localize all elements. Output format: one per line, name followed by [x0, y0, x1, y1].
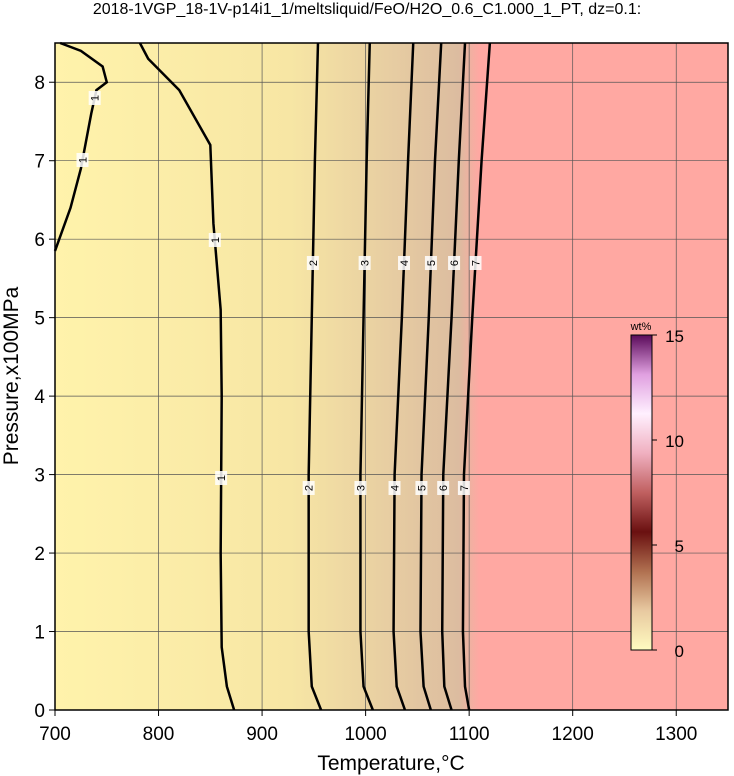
x-tick-label: 1100: [449, 724, 490, 745]
contour-label: 2: [304, 485, 316, 491]
y-tick-label: 6: [34, 230, 45, 251]
colorbar-tick-label: 0: [675, 642, 684, 661]
y-tick-label: 5: [34, 309, 45, 330]
contour-line: [359, 42, 375, 711]
contour-line: [138, 42, 236, 711]
y-tick-label: 4: [34, 387, 45, 408]
colorbar-tick-label: 5: [675, 537, 684, 556]
contour-label: 1: [90, 95, 102, 101]
contour-label-bg: [88, 91, 101, 105]
x-axis-label: Temperature,°C: [317, 752, 464, 775]
contour-label: 6: [438, 485, 450, 491]
x-tick-label: 700: [39, 724, 71, 745]
contour-label-bg: [306, 256, 319, 270]
contour-label: 5: [416, 485, 428, 491]
contour-label: 4: [390, 485, 402, 491]
contour-label: 5: [426, 260, 438, 266]
contour-line: [419, 42, 443, 711]
y-tick-label: 7: [34, 152, 45, 173]
contour-label: 1: [210, 237, 222, 243]
contour-label-bg: [76, 153, 89, 167]
x-tick-label: 1000: [344, 724, 386, 745]
y-tick-label: 2: [34, 544, 45, 565]
colorbar: [630, 334, 653, 651]
contour-label-bg: [388, 481, 401, 495]
contour-line: [461, 42, 492, 711]
contour-label-bg: [398, 256, 411, 270]
contour-label-bg: [208, 233, 221, 247]
contour-label: 2: [308, 260, 320, 266]
plot-frame: [54, 42, 729, 711]
x-tick-label: 1300: [655, 724, 697, 745]
contour-label: 7: [471, 260, 483, 266]
y-tick-label: 1: [34, 623, 45, 644]
y-tick-label: 3: [34, 466, 45, 487]
contour-label: 3: [360, 260, 372, 266]
contour-label-bg: [448, 256, 461, 270]
x-tick-label: 1200: [552, 724, 594, 745]
contour-label: 1: [216, 475, 228, 481]
contour-line: [440, 42, 467, 711]
contour-label: 4: [399, 260, 411, 266]
contour-label-bg: [415, 481, 428, 495]
x-tick-label: 900: [246, 724, 278, 745]
contour-label: 6: [449, 260, 461, 266]
contour-label-bg: [354, 481, 367, 495]
contour-line: [307, 42, 323, 711]
contour-label: 7: [459, 485, 471, 491]
colorbar-label: wt%: [630, 321, 652, 333]
chart-title: 2018-1VGP_18-1V-p14i1_1/meltsliquid/FeO/…: [93, 1, 641, 18]
x-tick-label: 800: [143, 724, 175, 745]
contour-line: [392, 42, 415, 711]
contour-label-bg: [437, 481, 450, 495]
contour-label-bg: [424, 256, 437, 270]
contour-label-bg: [457, 481, 470, 495]
colorbar-tick-label: 15: [665, 327, 684, 346]
y-axis-label: Pressure,x100MPa: [0, 286, 23, 465]
contour-label-bg: [358, 256, 371, 270]
contour-line: [53, 41, 109, 252]
colorbar-tick-label: 10: [665, 432, 684, 451]
contour-label-bg: [469, 256, 482, 270]
y-tick-label: 0: [34, 701, 45, 722]
contour-label: 3: [355, 485, 367, 491]
contour-label-bg: [215, 471, 228, 485]
y-tick-label: 8: [34, 73, 45, 94]
contour-label-bg: [302, 481, 315, 495]
contour-label: 1: [77, 157, 89, 163]
plot-background: [55, 43, 728, 710]
